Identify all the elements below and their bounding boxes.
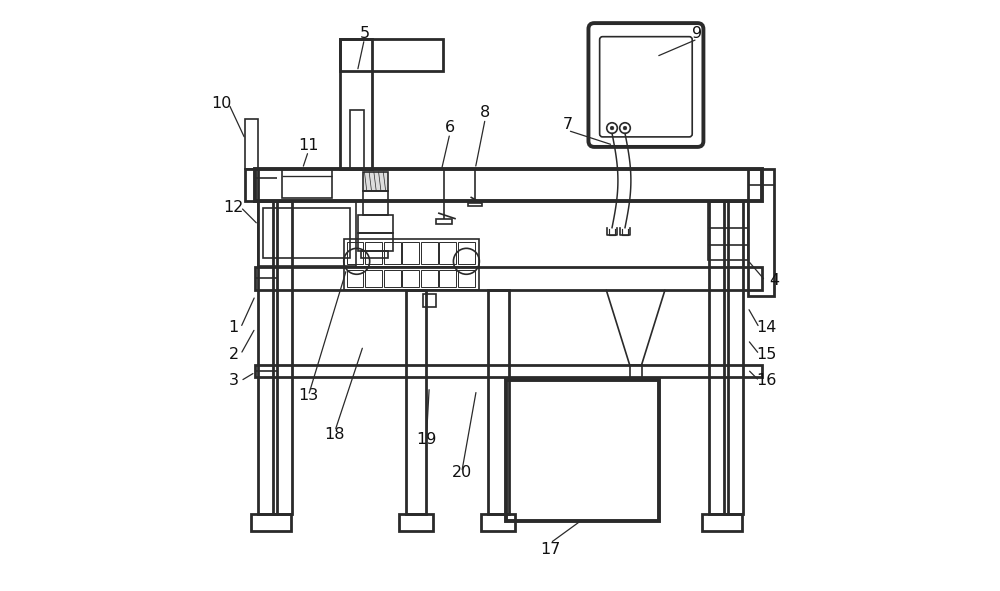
Bar (255, 365, 762, 377)
Bar (255, 267, 762, 290)
Bar (258, 201, 277, 514)
Bar (439, 270, 456, 287)
Bar (255, 169, 762, 201)
Bar (363, 171, 388, 190)
Text: 7: 7 (563, 117, 573, 132)
Text: 14: 14 (756, 320, 777, 336)
Bar (724, 201, 743, 514)
Bar (340, 39, 372, 169)
Text: 5: 5 (359, 25, 369, 41)
Bar (481, 514, 515, 531)
Bar (340, 39, 443, 72)
Bar (439, 242, 456, 264)
Text: 16: 16 (756, 374, 777, 388)
Bar (263, 208, 350, 258)
Bar (436, 219, 452, 223)
Text: 9: 9 (692, 25, 703, 41)
Text: 15: 15 (756, 347, 777, 362)
Bar (384, 242, 401, 264)
Text: 2: 2 (228, 347, 239, 362)
Bar (708, 201, 748, 260)
Text: 17: 17 (540, 541, 560, 557)
Bar (358, 215, 393, 233)
Bar (421, 242, 438, 264)
Text: 10: 10 (212, 96, 232, 111)
Text: 3: 3 (228, 374, 238, 388)
Bar (399, 514, 433, 531)
Text: 8: 8 (480, 105, 490, 120)
Bar (344, 267, 479, 290)
Bar (406, 290, 426, 514)
Text: 20: 20 (452, 465, 472, 480)
Text: 18: 18 (325, 427, 345, 441)
Bar (468, 203, 482, 206)
Bar (361, 251, 388, 258)
Bar (506, 380, 659, 521)
Bar (421, 270, 438, 287)
Bar (258, 201, 356, 266)
Bar (384, 270, 401, 287)
Bar (709, 201, 728, 514)
Bar (630, 365, 642, 380)
Bar (458, 242, 475, 264)
Bar (365, 270, 382, 287)
Bar (423, 294, 436, 307)
Bar (245, 119, 258, 169)
Bar (702, 514, 742, 531)
Bar (347, 270, 363, 287)
Bar (402, 270, 419, 287)
Bar (358, 233, 393, 251)
Bar (350, 110, 364, 169)
Text: 19: 19 (416, 433, 436, 447)
Bar (365, 242, 382, 264)
Bar (273, 201, 292, 514)
Text: 6: 6 (445, 120, 455, 135)
Bar (245, 169, 258, 201)
Bar (402, 242, 419, 264)
Text: 11: 11 (298, 138, 319, 152)
Circle shape (623, 126, 627, 130)
Circle shape (610, 126, 614, 130)
Bar (748, 169, 774, 296)
Bar (282, 169, 332, 198)
Text: 1: 1 (228, 320, 239, 336)
Text: 4: 4 (769, 273, 779, 288)
Bar (251, 514, 291, 531)
Bar (344, 239, 479, 267)
Bar (488, 290, 509, 514)
Bar (458, 270, 475, 287)
Bar (363, 190, 388, 215)
Text: 12: 12 (223, 200, 244, 215)
Bar (347, 242, 363, 264)
Text: 13: 13 (298, 388, 319, 403)
